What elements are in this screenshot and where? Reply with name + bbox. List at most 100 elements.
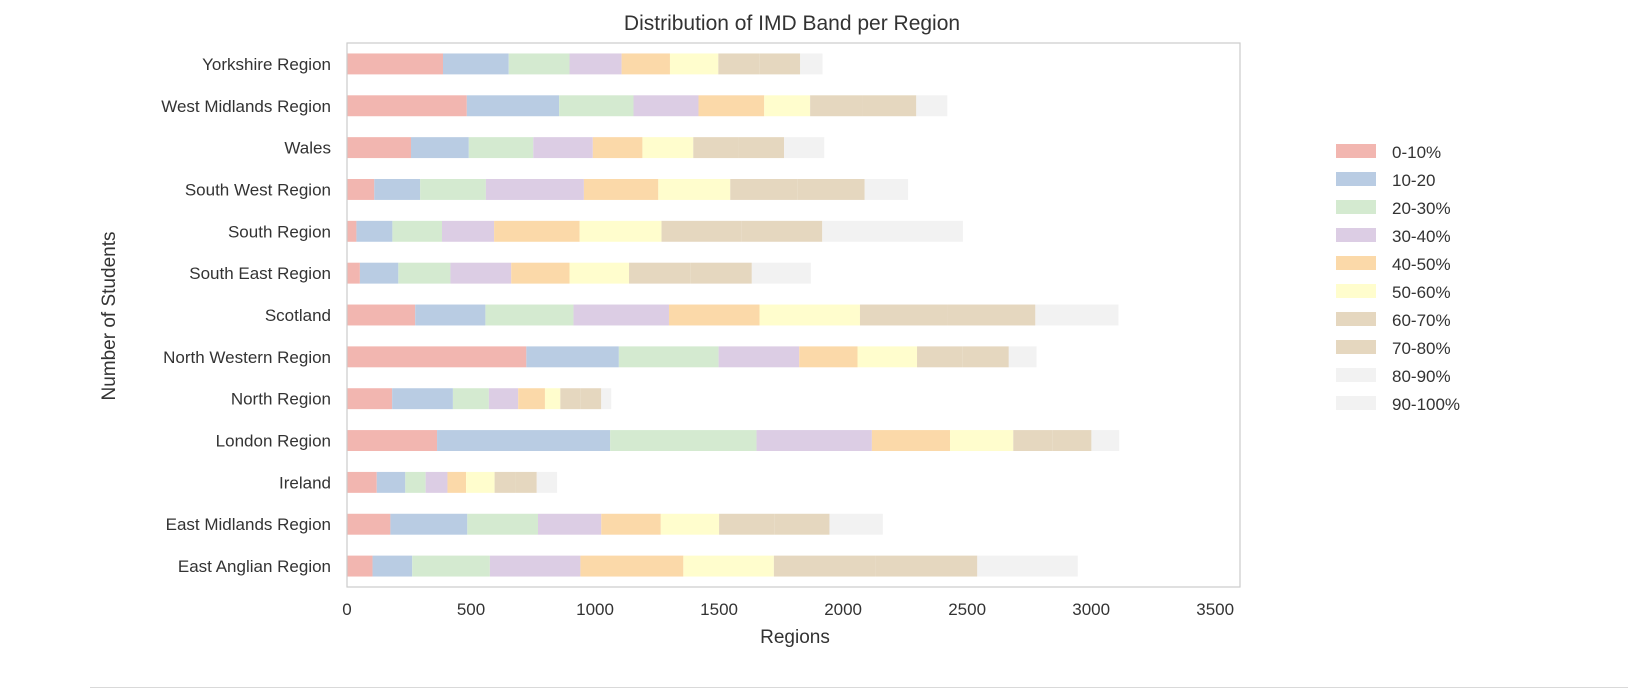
bar-segment (569, 262, 630, 284)
legend-swatch (1336, 340, 1376, 354)
bar-segment (642, 137, 694, 159)
bar-segment (718, 346, 800, 368)
bar-segment (683, 555, 774, 577)
y-tick-label: Scotland (265, 306, 331, 325)
x-tick-labels: 0 500 1000 1500 2000 2500 3000 3500 (342, 600, 1234, 619)
bar-segment (390, 513, 468, 535)
bar-segment (698, 95, 765, 117)
bar-segment (485, 179, 584, 200)
bar-segment (359, 262, 399, 284)
bar-segment (437, 430, 611, 451)
bar-segment (347, 471, 377, 493)
bar-segment (511, 262, 570, 284)
legend-swatch (1336, 144, 1376, 158)
x-tick-label: 2000 (824, 600, 862, 619)
x-tick-label: 3000 (1072, 600, 1110, 619)
y-tick-label: Wales (284, 139, 331, 158)
bar-segment (862, 95, 917, 117)
bar-segment (569, 53, 622, 75)
bar-segment (658, 179, 731, 200)
bar-segment (392, 220, 443, 242)
bar-segment (452, 388, 489, 410)
bar-segment (1035, 304, 1119, 326)
bar-segment (690, 262, 752, 284)
bar-segment (580, 388, 602, 410)
bar-segment (859, 304, 948, 326)
bar-segment (410, 137, 469, 159)
bar-segment (467, 513, 539, 535)
x-axis-label: Regions (760, 627, 830, 648)
bar-segment (494, 220, 580, 242)
bar-segment (660, 513, 720, 535)
bar-segment (583, 179, 659, 200)
legend-swatch (1336, 396, 1376, 410)
bar-segment (347, 137, 411, 159)
bar-segment (508, 53, 570, 75)
legend-label: 80-90% (1392, 367, 1451, 386)
bar-segment (741, 220, 823, 242)
bar-segment (693, 137, 739, 159)
bar-segment (518, 388, 545, 410)
bar-segment (797, 179, 865, 200)
y-tick-label: South East Region (189, 264, 331, 283)
bar-segment (633, 95, 699, 117)
bar-segment (347, 555, 373, 577)
bar-segment (536, 471, 558, 493)
y-tick-label: South Region (228, 222, 331, 241)
bar-segment (764, 95, 811, 117)
bar-segment (621, 53, 670, 75)
bar-segment (799, 346, 858, 368)
y-tick-label: South West Region (185, 180, 331, 199)
bar-segment (601, 388, 612, 410)
bar-segment (538, 513, 602, 535)
bar-segment (347, 95, 467, 117)
bar-segment (916, 95, 948, 117)
bar-segment (800, 53, 823, 75)
bar-segment (485, 304, 574, 326)
bar-segment (719, 513, 775, 535)
legend-swatch (1336, 284, 1376, 298)
bar-segment (829, 513, 883, 535)
bar-segment (526, 346, 619, 368)
x-tick-label: 1500 (700, 600, 738, 619)
bar-segment (468, 137, 534, 159)
bar-segment (784, 137, 825, 159)
bar-segment (774, 513, 830, 535)
y-tick-label: Yorkshire Region (202, 55, 331, 74)
bar-segment (610, 430, 757, 451)
bar-segment (857, 346, 918, 368)
bars-layer (347, 53, 1120, 577)
bar-segment (347, 346, 527, 368)
bar-segment (398, 262, 451, 284)
bar-segment (347, 430, 438, 451)
legend-swatch (1336, 172, 1376, 186)
legend-label: 40-50% (1392, 255, 1451, 274)
bar-segment (533, 137, 593, 159)
bar-segment (756, 430, 872, 451)
bar-segment (759, 53, 801, 75)
bar-segment (629, 262, 691, 284)
bar-segment (580, 555, 684, 577)
legend-label: 70-80% (1392, 339, 1451, 358)
bar-segment (466, 95, 560, 117)
bar-segment (488, 388, 519, 410)
bar-segment (1013, 430, 1053, 451)
bar-segment (759, 304, 860, 326)
bar-segment (442, 53, 509, 75)
bar-segment (810, 95, 863, 117)
y-tick-label: West Midlands Region (161, 97, 331, 116)
y-tick-label: East Anglian Region (178, 557, 331, 576)
x-tick-label: 1000 (576, 600, 614, 619)
bar-segment (730, 179, 798, 200)
legend-swatch (1336, 312, 1376, 326)
bar-segment (415, 304, 486, 326)
bar-segment (875, 555, 978, 577)
bar-segment (376, 471, 406, 493)
legend-label: 20-30% (1392, 199, 1451, 218)
bar-segment (447, 471, 467, 493)
legend-label: 60-70% (1392, 311, 1451, 330)
bar-segment (773, 555, 876, 577)
chart-title: Distribution of IMD Band per Region (624, 12, 960, 35)
bar-segment (871, 430, 951, 451)
